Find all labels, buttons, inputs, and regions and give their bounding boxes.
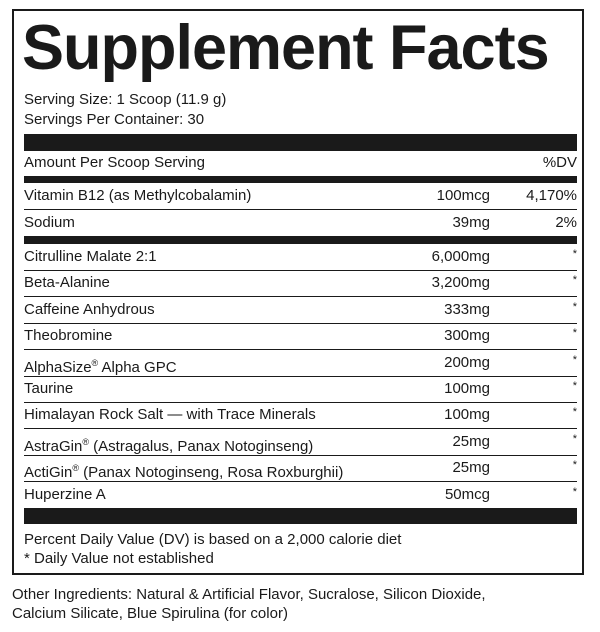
ingredient-row: AlphaSize® Alpha GPC 200mg * xyxy=(24,350,577,377)
ingredient-amount: 25mg xyxy=(452,459,490,477)
ingredient-dv: 4,170% xyxy=(526,187,577,204)
ingredient-amount: 100mg xyxy=(444,406,490,424)
ingredient-row: Caffeine Anhydrous 333mg * xyxy=(24,297,577,324)
footnote-star: * Daily Value not established xyxy=(24,550,214,567)
amount-header: Amount Per Scoop Serving xyxy=(24,154,205,171)
ingredient-name-rest: (Panax Notoginseng, Rosa Roxburghii) xyxy=(79,464,344,482)
ingredient-row: Taurine 100mg * xyxy=(24,376,577,403)
ingredient-amount: 6,000mg xyxy=(431,248,490,265)
registered-mark: ® xyxy=(91,357,99,368)
supplement-facts-panel xyxy=(12,9,584,575)
divider-bar xyxy=(24,508,577,524)
ingredient-dv: * xyxy=(572,406,577,419)
ingredient-amount: 200mg xyxy=(444,353,490,371)
serving-size: Serving Size: 1 Scoop (11.9 g) xyxy=(24,91,227,108)
ingredient-name: Citrulline Malate 2:1 xyxy=(24,248,157,265)
ingredient-row: Beta-Alanine 3,200mg * xyxy=(24,270,577,298)
ingredient-amount: 50mcg xyxy=(444,485,490,503)
ingredient-amount: 39mg xyxy=(452,214,490,231)
other-ingredients-line: Other Ingredients: Natural & Artificial … xyxy=(12,586,486,603)
ingredient-row: Citrulline Malate 2:1 6,000mg * xyxy=(24,244,577,271)
ingredient-name: Taurine xyxy=(24,380,74,397)
ingredient-amount: 25mg xyxy=(452,432,490,450)
ingredient-name: AstraGin xyxy=(24,437,83,455)
other-ingredients: Other Ingredients: Natural & Artificial … xyxy=(12,585,486,623)
ingredient-row: Huperzine A 50mcg * xyxy=(24,482,577,508)
ingredient-row: AstraGin® (Astragalus, Panax Notoginseng… xyxy=(24,429,577,456)
ingredient-amount: 300mg xyxy=(444,327,490,345)
other-ingredients-line: Calcium Silicate, Blue Spirulina (for co… xyxy=(12,605,288,622)
ingredient-amount: 333mg xyxy=(444,300,490,318)
ingredient-dv: * xyxy=(572,432,577,445)
ingredient-dv: 2% xyxy=(555,214,577,231)
ingredient-row: Himalayan Rock Salt — with Trace Mineral… xyxy=(24,402,577,430)
dv-header: %DV xyxy=(542,154,577,171)
ingredient-name: AlphaSize xyxy=(24,358,92,376)
ingredient-dv: * xyxy=(572,274,577,287)
ingredient-dv: * xyxy=(572,353,577,366)
ingredient-name: Vitamin B12 (as Methylcobalamin) xyxy=(24,187,252,204)
divider-bar xyxy=(24,236,577,244)
nutrient-row: Vitamin B12 (as Methylcobalamin) 100mcg 4,… xyxy=(24,183,577,210)
ingredient-name: ActiGin xyxy=(24,464,73,482)
ingredient-dv: * xyxy=(572,327,577,340)
ingredient-dv: * xyxy=(572,300,577,313)
ingredient-name: Himalayan Rock Salt — with Trace Mineral… xyxy=(24,406,316,424)
divider-bar xyxy=(24,176,577,183)
ingredient-name: Beta-Alanine xyxy=(24,274,110,292)
ingredient-name: Caffeine Anhydrous xyxy=(24,300,155,318)
ingredient-name-rest: Alpha GPC xyxy=(98,358,177,376)
panel-title: Supplement Facts xyxy=(22,13,550,83)
footnote-dv: Percent Daily Value (DV) is based on a 2… xyxy=(24,531,402,548)
ingredient-name: Theobromine xyxy=(24,327,113,345)
ingredient-amount: 100mcg xyxy=(436,187,490,204)
divider-bar xyxy=(24,134,577,151)
ingredient-dv: * xyxy=(572,459,577,472)
header-row: Amount Per Scoop Serving %DV xyxy=(24,150,577,176)
ingredient-dv: * xyxy=(572,248,577,260)
ingredient-dv: * xyxy=(572,485,577,498)
ingredient-name: Huperzine A xyxy=(24,485,106,503)
ingredient-amount: 100mg xyxy=(444,380,490,397)
ingredient-amount: 3,200mg xyxy=(431,274,490,292)
nutrient-row: Sodium 39mg 2% xyxy=(24,210,577,236)
ingredient-name: Sodium xyxy=(24,214,75,231)
ingredient-name-rest: (Astragalus, Panax Notoginseng) xyxy=(89,437,314,455)
ingredient-row: ActiGin® (Panax Notoginseng, Rosa Roxbur… xyxy=(24,455,577,483)
servings-per-container: Servings Per Container: 30 xyxy=(24,111,205,128)
registered-mark: ® xyxy=(82,436,89,447)
ingredient-row: Theobromine 300mg * xyxy=(24,323,577,351)
ingredient-dv: * xyxy=(572,380,577,392)
registered-mark: ® xyxy=(72,463,79,474)
